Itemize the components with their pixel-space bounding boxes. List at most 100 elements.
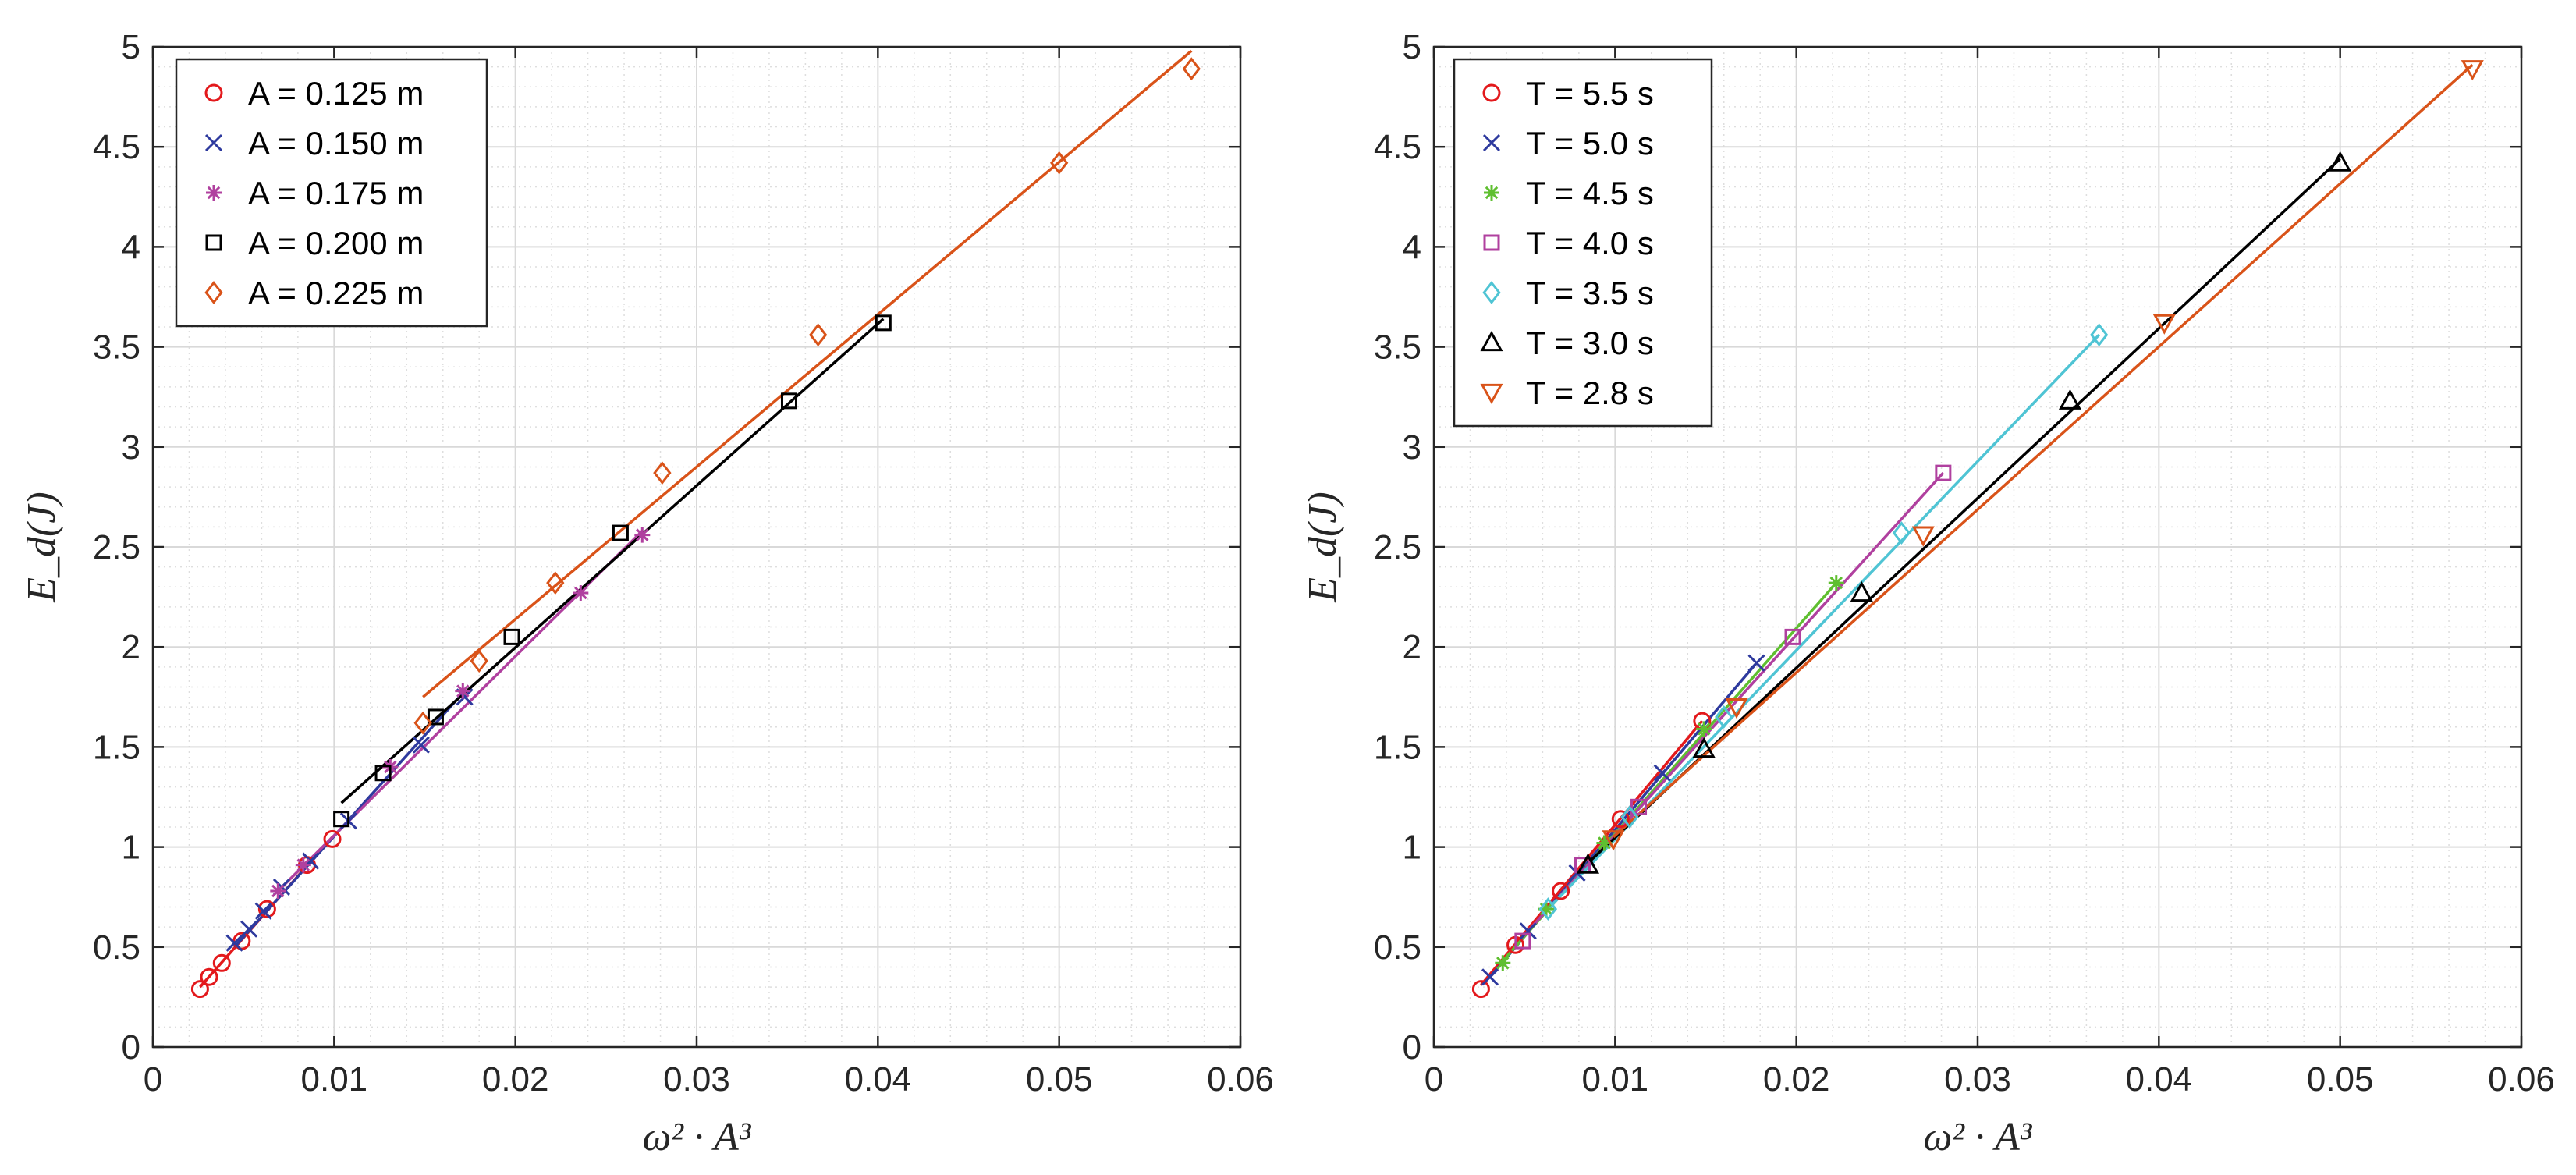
left-series-4-point-3 [653,461,672,485]
right-series-0-point-3 [1611,810,1630,829]
right-series-6-point-1 [1725,698,1748,719]
right-series-5-point-2 [1850,580,1873,602]
left-x-tick-label: 0.04 [845,1060,912,1099]
right-legend: T = 5.5 s T = 5.0 s T = 4.5 s T = 4.0 s T = … [1453,58,1713,428]
right-y-tick-label: 2.5 [1374,528,1421,566]
left-y-tick-label: 2.5 [93,528,140,566]
left-legend-marker-1 [204,133,223,152]
left-series-4-point-1 [470,649,488,673]
right-fit-line-6 [1612,63,2474,839]
left-series-4-point-5 [1050,151,1069,175]
left-series-3-point-0 [333,811,350,828]
left-legend-label-2: A = 0.175 m [248,175,424,211]
left-y-tick-label: 4 [122,228,140,266]
right-series-2-point-3 [1696,721,1712,737]
right-series-3-point-3 [1784,628,1801,645]
right-y-axis-label: E_d(J) [1300,492,1345,602]
left-legend-marker-0 [204,83,223,102]
left-series-2-point-0 [270,883,286,900]
right-y-tick-label: 5 [1403,28,1421,66]
right-series-4-point-2 [1715,705,1733,729]
left-x-tick-label: 0.02 [482,1060,549,1099]
right-series-6-point-4 [2461,60,2484,81]
left-series-1-point-2 [254,902,272,920]
left-y-axis-label: E_d(J) [20,492,64,602]
right-series-1-point-1 [1519,922,1537,940]
left-legend-label-4: A = 0.225 m [248,275,424,311]
left-series-2-point-5 [634,527,651,543]
right-x-tick-label: 0.04 [2126,1060,2193,1099]
left-ticks: 0 0.01 0.02 0.03 0.04 0.05 0.06 0 0.5 1 1.5 2 2.5 3 3.… [93,28,1274,1099]
left-series-1-point-1 [240,920,258,938]
left-series-4-point-6 [1182,57,1201,81]
right-series-6-point-3 [2152,314,2176,335]
right-y-tick-label: 3 [1403,428,1421,467]
left-x-tick-label: 0 [144,1060,162,1099]
right-legend-marker-1 [1482,133,1501,152]
left-legend-label-3: A = 0.200 m [248,225,424,261]
left-series-2-point-1 [295,857,311,873]
right-series-5-point-3 [2058,389,2082,410]
right-chart: 0 0.01 0.02 0.03 0.04 0.05 0.06 0 0.5 1 1.5 2 2.5 3 3.… [1300,28,2555,1159]
left-x-tick-label: 0.03 [663,1060,730,1099]
left-x-tick-label: 0.06 [1207,1060,1274,1099]
right-legend-marker-6 [1480,383,1503,405]
right-x-tick-label: 0 [1425,1060,1443,1099]
right-series-5-point-1 [1692,737,1716,758]
right-series-5-point-0 [1576,853,1600,874]
left-legend-box [175,58,488,328]
right-legend-marker-3 [1483,234,1500,251]
right-x-tick-label: 0.02 [1763,1060,1830,1099]
right-series-3-point-0 [1514,932,1531,950]
right-legend-label-5: T = 3.0 s [1526,325,1654,361]
right-y-tick-label: 0.5 [1374,928,1421,967]
left-series-3-point-2 [427,708,444,726]
right-y-tick-label: 4 [1403,228,1421,266]
left-series-3-point-1 [374,765,392,782]
right-x-axis-label: ω² · A³ [1924,1115,2033,1159]
left-legend: A = 0.125 m A = 0.150 m A = 0.175 m A = 0.2… [175,58,488,328]
right-legend-marker-2 [1484,185,1499,201]
left-series-0-point-2 [212,953,231,972]
left-series-2-point-3 [455,683,471,699]
left-x-tick-label: 0.05 [1026,1060,1093,1099]
left-y-tick-label: 5 [122,28,140,66]
left-legend-label-0: A = 0.125 m [248,75,424,112]
left-legend-marker-4 [204,281,223,304]
right-legend-marker-5 [1480,330,1503,352]
left-fit-line-3 [340,318,885,804]
right-series-1-point-0 [1481,968,1499,986]
left-series-0-point-1 [200,967,218,986]
right-series-1-point-3 [1653,764,1671,782]
right-series-2-point-4 [1828,575,1844,591]
left-y-tick-label: 3.5 [93,328,140,367]
right-series-4-point-3 [1892,521,1911,545]
left-chart: 0 0.01 0.02 0.03 0.04 0.05 0.06 0 0.5 1 1.5 2 2.5 3 3.… [20,28,1274,1159]
right-series-0-point-2 [1552,882,1570,900]
left-x-axis-label: ω² · A³ [643,1115,752,1159]
right-y-tick-label: 2 [1403,628,1421,666]
left-series-0-point-0 [190,980,209,999]
left-series-3-point-5 [780,392,797,410]
left-series-4-point-4 [809,323,828,347]
right-series-1-point-4 [1747,654,1765,672]
right-x-tick-label: 0.06 [2488,1060,2555,1099]
left-series-3-point-3 [503,628,520,645]
right-series-4-point-1 [1620,805,1639,829]
left-y-tick-label: 4.5 [93,128,140,166]
left-markers [190,57,1201,999]
right-series-5-point-4 [2329,151,2352,172]
left-series-0-point-4 [257,900,276,918]
right-series-6-point-2 [1911,526,1935,547]
right-x-tick-label: 0.01 [1582,1060,1649,1099]
right-series-3-point-4 [1935,464,1952,481]
right-fit-line-0 [1480,719,1704,986]
left-y-tick-label: 1.5 [93,728,140,766]
left-y-tick-label: 3 [122,428,140,467]
right-series-3-point-2 [1630,798,1648,815]
right-markers [1471,60,2484,999]
right-series-0-point-0 [1471,980,1490,999]
right-x-tick-label: 0.05 [2307,1060,2374,1099]
right-legend-marker-4 [1482,281,1501,304]
